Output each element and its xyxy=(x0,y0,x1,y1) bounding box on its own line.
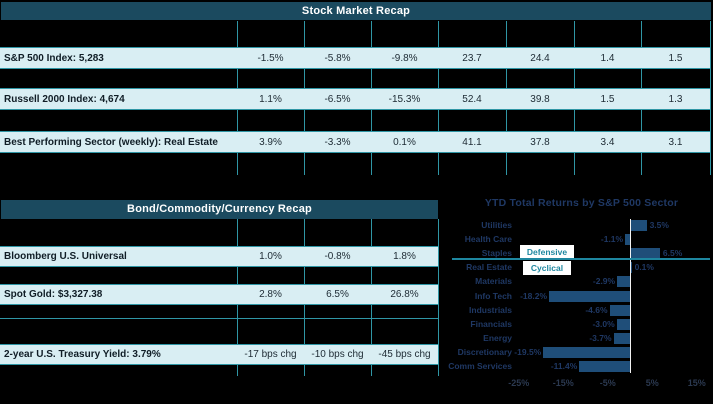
cyclical-group-label: Cyclical xyxy=(523,261,571,275)
bond-row-label: 2-year U.S. Treasury Yield: 3.79% xyxy=(4,349,161,360)
chart-value-label: 3.5% xyxy=(649,220,669,230)
chart-category-label: Health Care xyxy=(464,234,512,245)
stock-cell: 1.4 xyxy=(600,52,615,64)
chart-category-label: Energy xyxy=(483,332,512,343)
chart-category-label: Industrials xyxy=(469,304,512,315)
chart-bar xyxy=(617,276,630,288)
chart-bar xyxy=(631,248,660,260)
bond-table-title: Bond/Commodity/Currency Recap xyxy=(1,200,438,219)
stock-cell: 0.1% xyxy=(393,136,416,148)
stock-cell: 1.1% xyxy=(259,93,282,105)
stock-cell: 1.5 xyxy=(668,52,683,64)
stock-cell: -5.8% xyxy=(324,52,351,64)
chart-x-tick: 15% xyxy=(687,378,706,388)
stock-cell: 3.4 xyxy=(600,136,615,148)
bond-table-title-text: Bond/Commodity/Currency Recap xyxy=(127,203,312,215)
chart-category-label: Discretionary xyxy=(457,346,512,357)
chart-bar xyxy=(631,262,632,274)
stock-cell: 39.8 xyxy=(530,93,550,105)
chart-bar xyxy=(625,234,630,246)
chart-bar xyxy=(543,346,630,358)
stock-cell: -3.3% xyxy=(324,136,351,148)
bond-cell: 2.8% xyxy=(259,289,282,300)
chart-x-tick: 5% xyxy=(645,378,659,388)
stock-cell: 23.7 xyxy=(462,52,482,64)
chart-category-label: Info Tech xyxy=(474,290,512,301)
chart-bar xyxy=(609,304,630,316)
chart-value-label: -19.5% xyxy=(514,346,542,357)
chart-value-label: -4.6% xyxy=(585,304,608,315)
stock-cell: 1.3 xyxy=(668,93,683,105)
stock-cell: 52.4 xyxy=(462,93,482,105)
stock-cell: -6.5% xyxy=(324,93,351,105)
bond-cell: -17 bps chg xyxy=(244,349,297,360)
chart-value-label: -3.0% xyxy=(592,318,615,329)
bond-grid-line xyxy=(438,219,439,376)
chart-category-label: Real Estate xyxy=(466,262,512,273)
chart-x-tick: -5% xyxy=(599,378,616,388)
chart-category-label: Materials xyxy=(475,276,512,287)
chart-value-label: 0.1% xyxy=(634,262,654,273)
bond-cell: -0.8% xyxy=(324,251,351,262)
chart-x-tick: -15% xyxy=(552,378,574,388)
chart-title: YTD Total Returns by S&P 500 Sector xyxy=(484,197,679,209)
bond-cell: -10 bps chg xyxy=(311,349,364,360)
stock-table-row: Russell 2000 Index: 4,674 1.1% -6.5% -15.3%… xyxy=(0,88,710,110)
bond-cell: -45 bps chg xyxy=(378,349,431,360)
stock-cell: 37.8 xyxy=(530,136,550,148)
stock-cell: 3.1 xyxy=(668,136,683,148)
chart-zero-axis xyxy=(630,219,631,373)
chart-x-tick: -25% xyxy=(508,378,530,388)
stock-cell: 1.5 xyxy=(600,93,615,105)
stock-cell: -9.8% xyxy=(391,52,418,64)
stock-row-label: S&P 500 Index: 5,283 xyxy=(4,52,104,64)
bond-table-row: 2-year U.S. Treasury Yield: 3.79% -17 bps… xyxy=(0,344,438,365)
chart-value-label: -1.1% xyxy=(600,234,624,245)
chart-category-label: Utilities xyxy=(481,220,512,230)
chart-bar xyxy=(579,361,630,372)
stock-row-label: Best Performing Sector (weekly): Real Es… xyxy=(4,136,218,148)
chart-category-label: Comm Services xyxy=(448,361,512,371)
stock-cell: -1.5% xyxy=(257,52,284,64)
chart-category-label: Financials xyxy=(470,318,512,329)
defensive-group-label: Defensive xyxy=(520,245,574,258)
stock-table-row: Best Performing Sector (weekly): Real Es… xyxy=(0,131,710,153)
bond-cell: 6.5% xyxy=(326,289,349,300)
chart-group-divider xyxy=(452,258,710,260)
bond-table-row: Spot Gold: $3,327.38 2.8% 6.5% 26.8% xyxy=(0,284,438,305)
stock-row-label: Russell 2000 Index: 4,674 xyxy=(4,93,125,105)
chart-value-label: -18.2% xyxy=(520,290,548,301)
stock-grid-line xyxy=(710,21,711,175)
chart-category-label: Staples xyxy=(481,248,512,259)
stock-cell: 3.9% xyxy=(259,136,282,148)
stock-cell: 41.1 xyxy=(462,136,482,148)
chart-bar xyxy=(549,290,630,302)
bond-cell: 1.0% xyxy=(259,251,282,262)
chart-bar xyxy=(616,318,630,330)
bond-cell: 26.8% xyxy=(390,289,419,300)
bond-table-row: Bloomberg U.S. Universal 1.0% -0.8% 1.8% xyxy=(0,246,438,267)
chart-value-label: -2.9% xyxy=(592,276,616,287)
stock-table-title-text: Stock Market Recap xyxy=(301,5,411,17)
chart-bar xyxy=(613,332,630,344)
bond-cell: 1.8% xyxy=(393,251,416,262)
bond-row-label: Bloomberg U.S. Universal xyxy=(4,251,127,262)
stock-cell: -15.3% xyxy=(388,93,421,105)
chart-value-label: 6.5% xyxy=(662,248,683,259)
bond-row-label: Spot Gold: $3,327.38 xyxy=(4,289,103,300)
bond-section-divider xyxy=(0,318,438,319)
stock-table-title: Stock Market Recap xyxy=(1,2,711,20)
chart-bar xyxy=(631,220,647,231)
stock-table-row: S&P 500 Index: 5,283 -1.5% -5.8% -9.8% 23.7 2… xyxy=(0,47,710,69)
chart-value-label: -3.7% xyxy=(589,332,612,343)
stock-cell: 24.4 xyxy=(530,52,550,64)
chart-value-label: -11.4% xyxy=(550,361,578,371)
